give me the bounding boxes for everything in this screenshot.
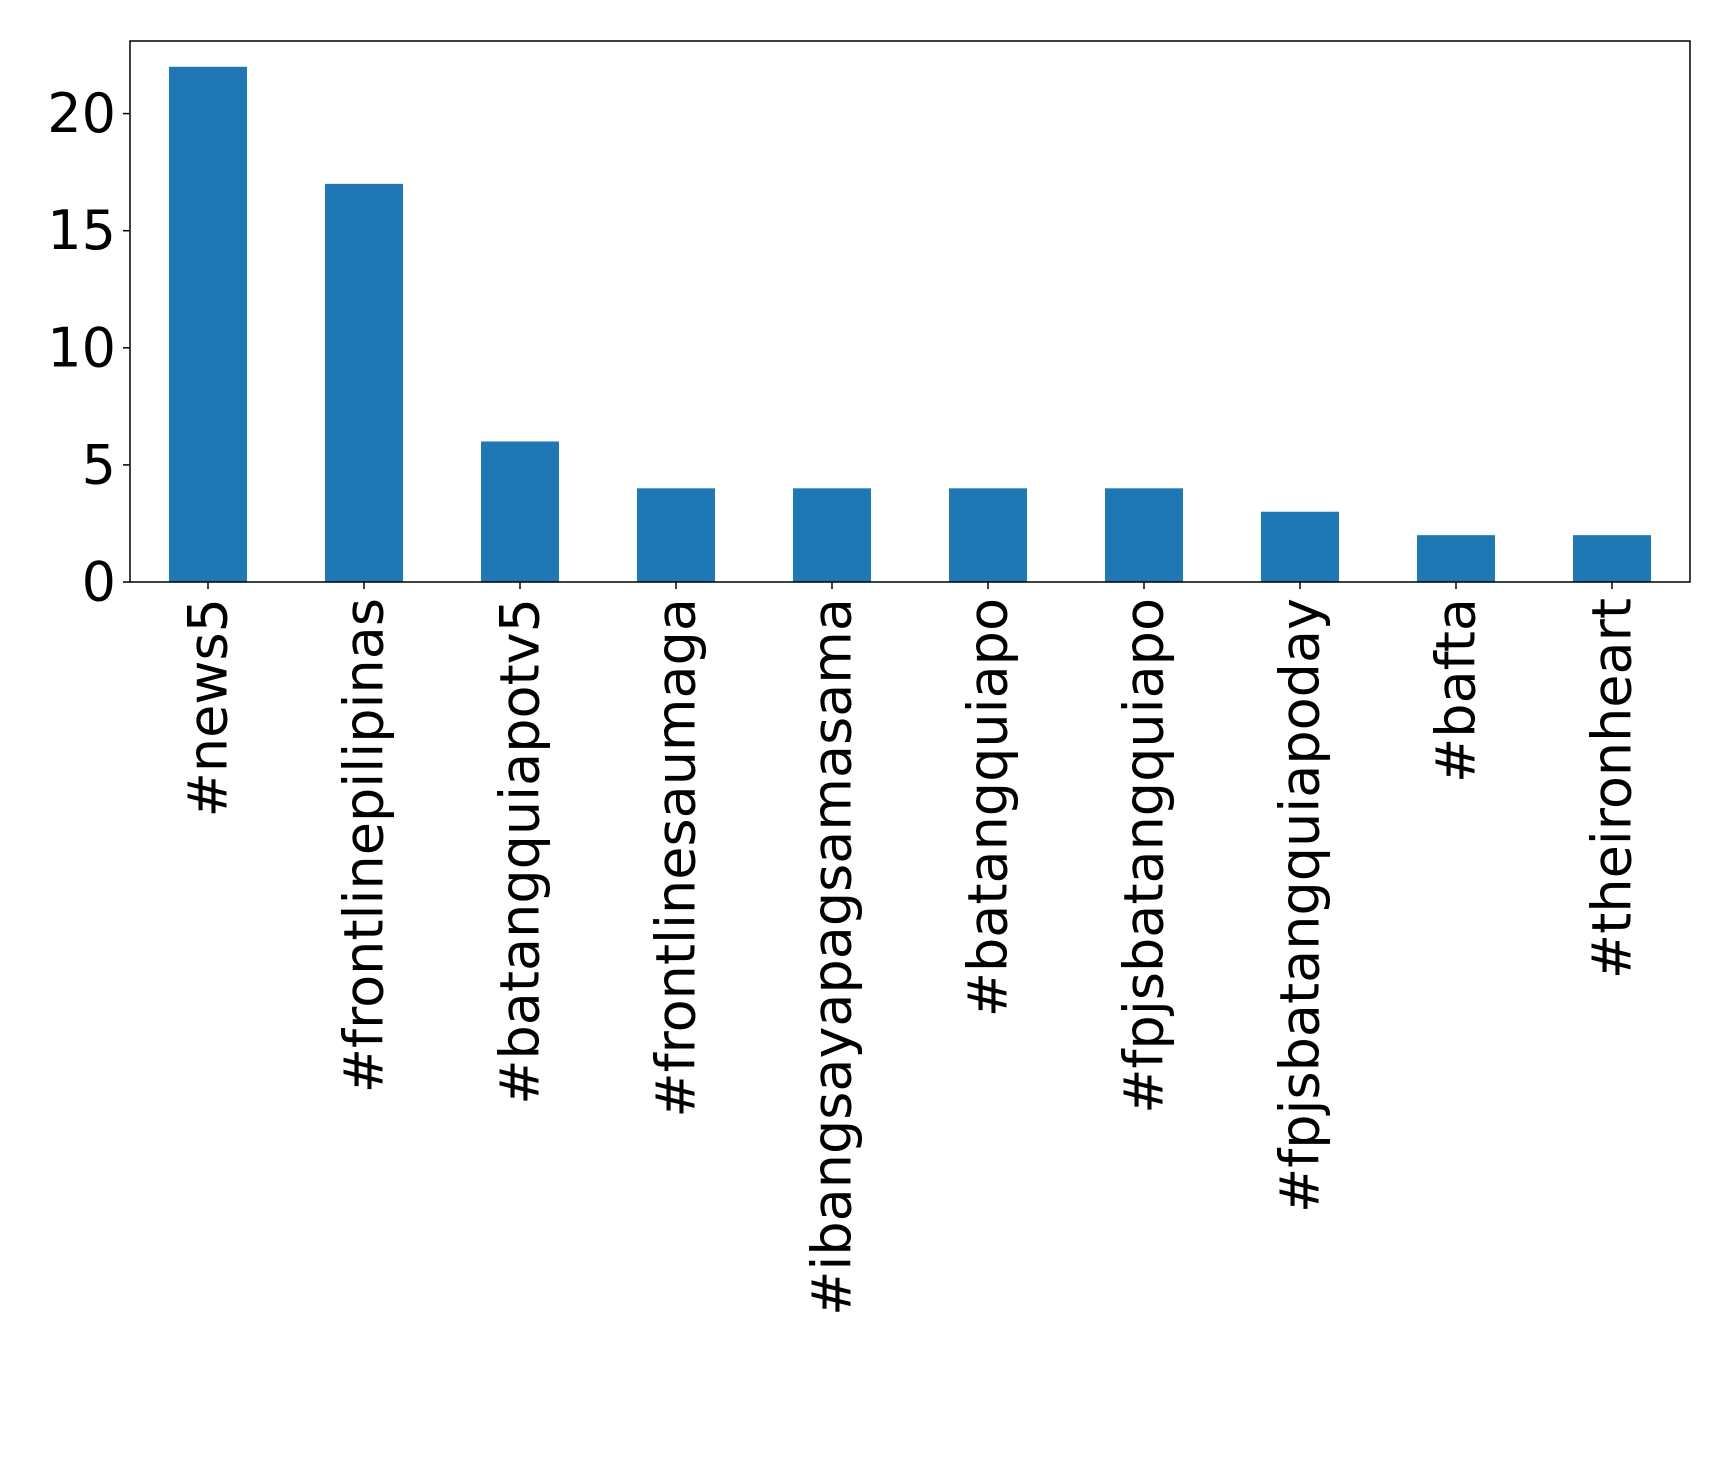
x-tick-label-6: #fpjsbatangquiapo <box>1113 598 1176 1114</box>
x-tick-label-0: #news5 <box>177 598 240 817</box>
bar-6 <box>1105 488 1183 582</box>
y-tick-label-4: 20 <box>47 82 116 145</box>
y-tick-label-2: 10 <box>47 316 116 379</box>
bar-3 <box>637 488 715 582</box>
bar-0 <box>169 66 247 582</box>
x-tick-label-2: #batangquiapotv5 <box>489 598 552 1105</box>
x-axis: #news5 #frontlinepilipinas #batangquiapotv… <box>177 582 1644 1316</box>
x-tick-label-1: #frontlinepilipinas <box>333 598 396 1093</box>
x-tick-label-4: #ibangsayapagsamasama <box>801 598 864 1316</box>
x-tick-label-9: #theironheart <box>1581 598 1644 979</box>
bars-group <box>169 66 1651 583</box>
x-tick-label-8: #bafta <box>1425 598 1488 783</box>
y-tick-label-0: 0 <box>82 551 116 614</box>
bar-9 <box>1573 535 1651 582</box>
bar-8 <box>1417 535 1495 582</box>
y-tick-label-1: 5 <box>82 433 116 496</box>
x-tick-label-7: #fpjsbatangquiapoday <box>1269 598 1332 1213</box>
x-tick-label-3: #frontlinesaumaga <box>645 598 708 1118</box>
bar-5 <box>949 488 1027 582</box>
plot-frame <box>129 40 1691 583</box>
bar-1 <box>325 183 403 583</box>
bar-4 <box>793 488 871 582</box>
y-tick-label-3: 15 <box>47 199 116 262</box>
y-axis: 0 5 10 15 20 <box>47 82 130 614</box>
bar-7 <box>1261 511 1339 582</box>
bar-2 <box>481 441 559 582</box>
x-tick-label-5: #batangquiapo <box>957 598 1020 1017</box>
